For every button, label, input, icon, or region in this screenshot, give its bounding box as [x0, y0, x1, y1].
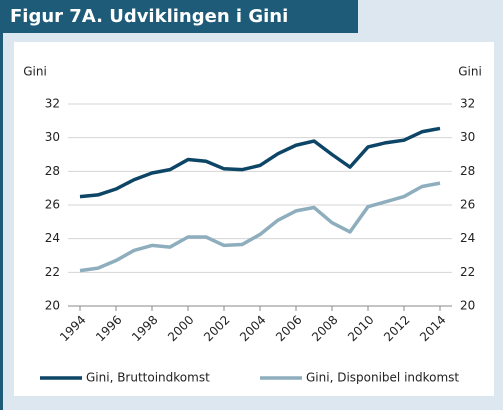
plot-background	[14, 42, 494, 396]
y-axis-label: Gini	[23, 65, 47, 79]
chart-title: Figur 7A. Udviklingen i Gini	[10, 6, 288, 27]
y2-tick-label: 32	[460, 97, 475, 111]
y-tick-label: 24	[45, 231, 60, 245]
legend-label: Gini, Bruttoindkomst	[86, 371, 210, 385]
y-tick-label: 30	[45, 130, 60, 144]
series-line	[79, 181, 441, 273]
y-tick-label: 22	[45, 265, 60, 279]
y2-tick-label: 20	[460, 299, 475, 313]
series-line	[79, 126, 441, 199]
y-tick-label: 28	[45, 164, 60, 178]
legend-label: Gini, Disponibel indkomst	[306, 371, 459, 385]
y2-tick-label: 28	[460, 164, 475, 178]
y2-tick-label: 30	[460, 130, 475, 144]
y-tick-label: 26	[45, 198, 60, 212]
panel-edge	[0, 0, 3, 410]
y2-tick-label: 24	[460, 231, 475, 245]
y2-tick-label: 26	[460, 198, 475, 212]
y-tick-label: 32	[45, 97, 60, 111]
title-bar	[0, 0, 358, 33]
y2-axis-label: Gini	[458, 65, 482, 79]
y2-tick-label: 22	[460, 265, 475, 279]
y-tick-label: 20	[45, 299, 60, 313]
